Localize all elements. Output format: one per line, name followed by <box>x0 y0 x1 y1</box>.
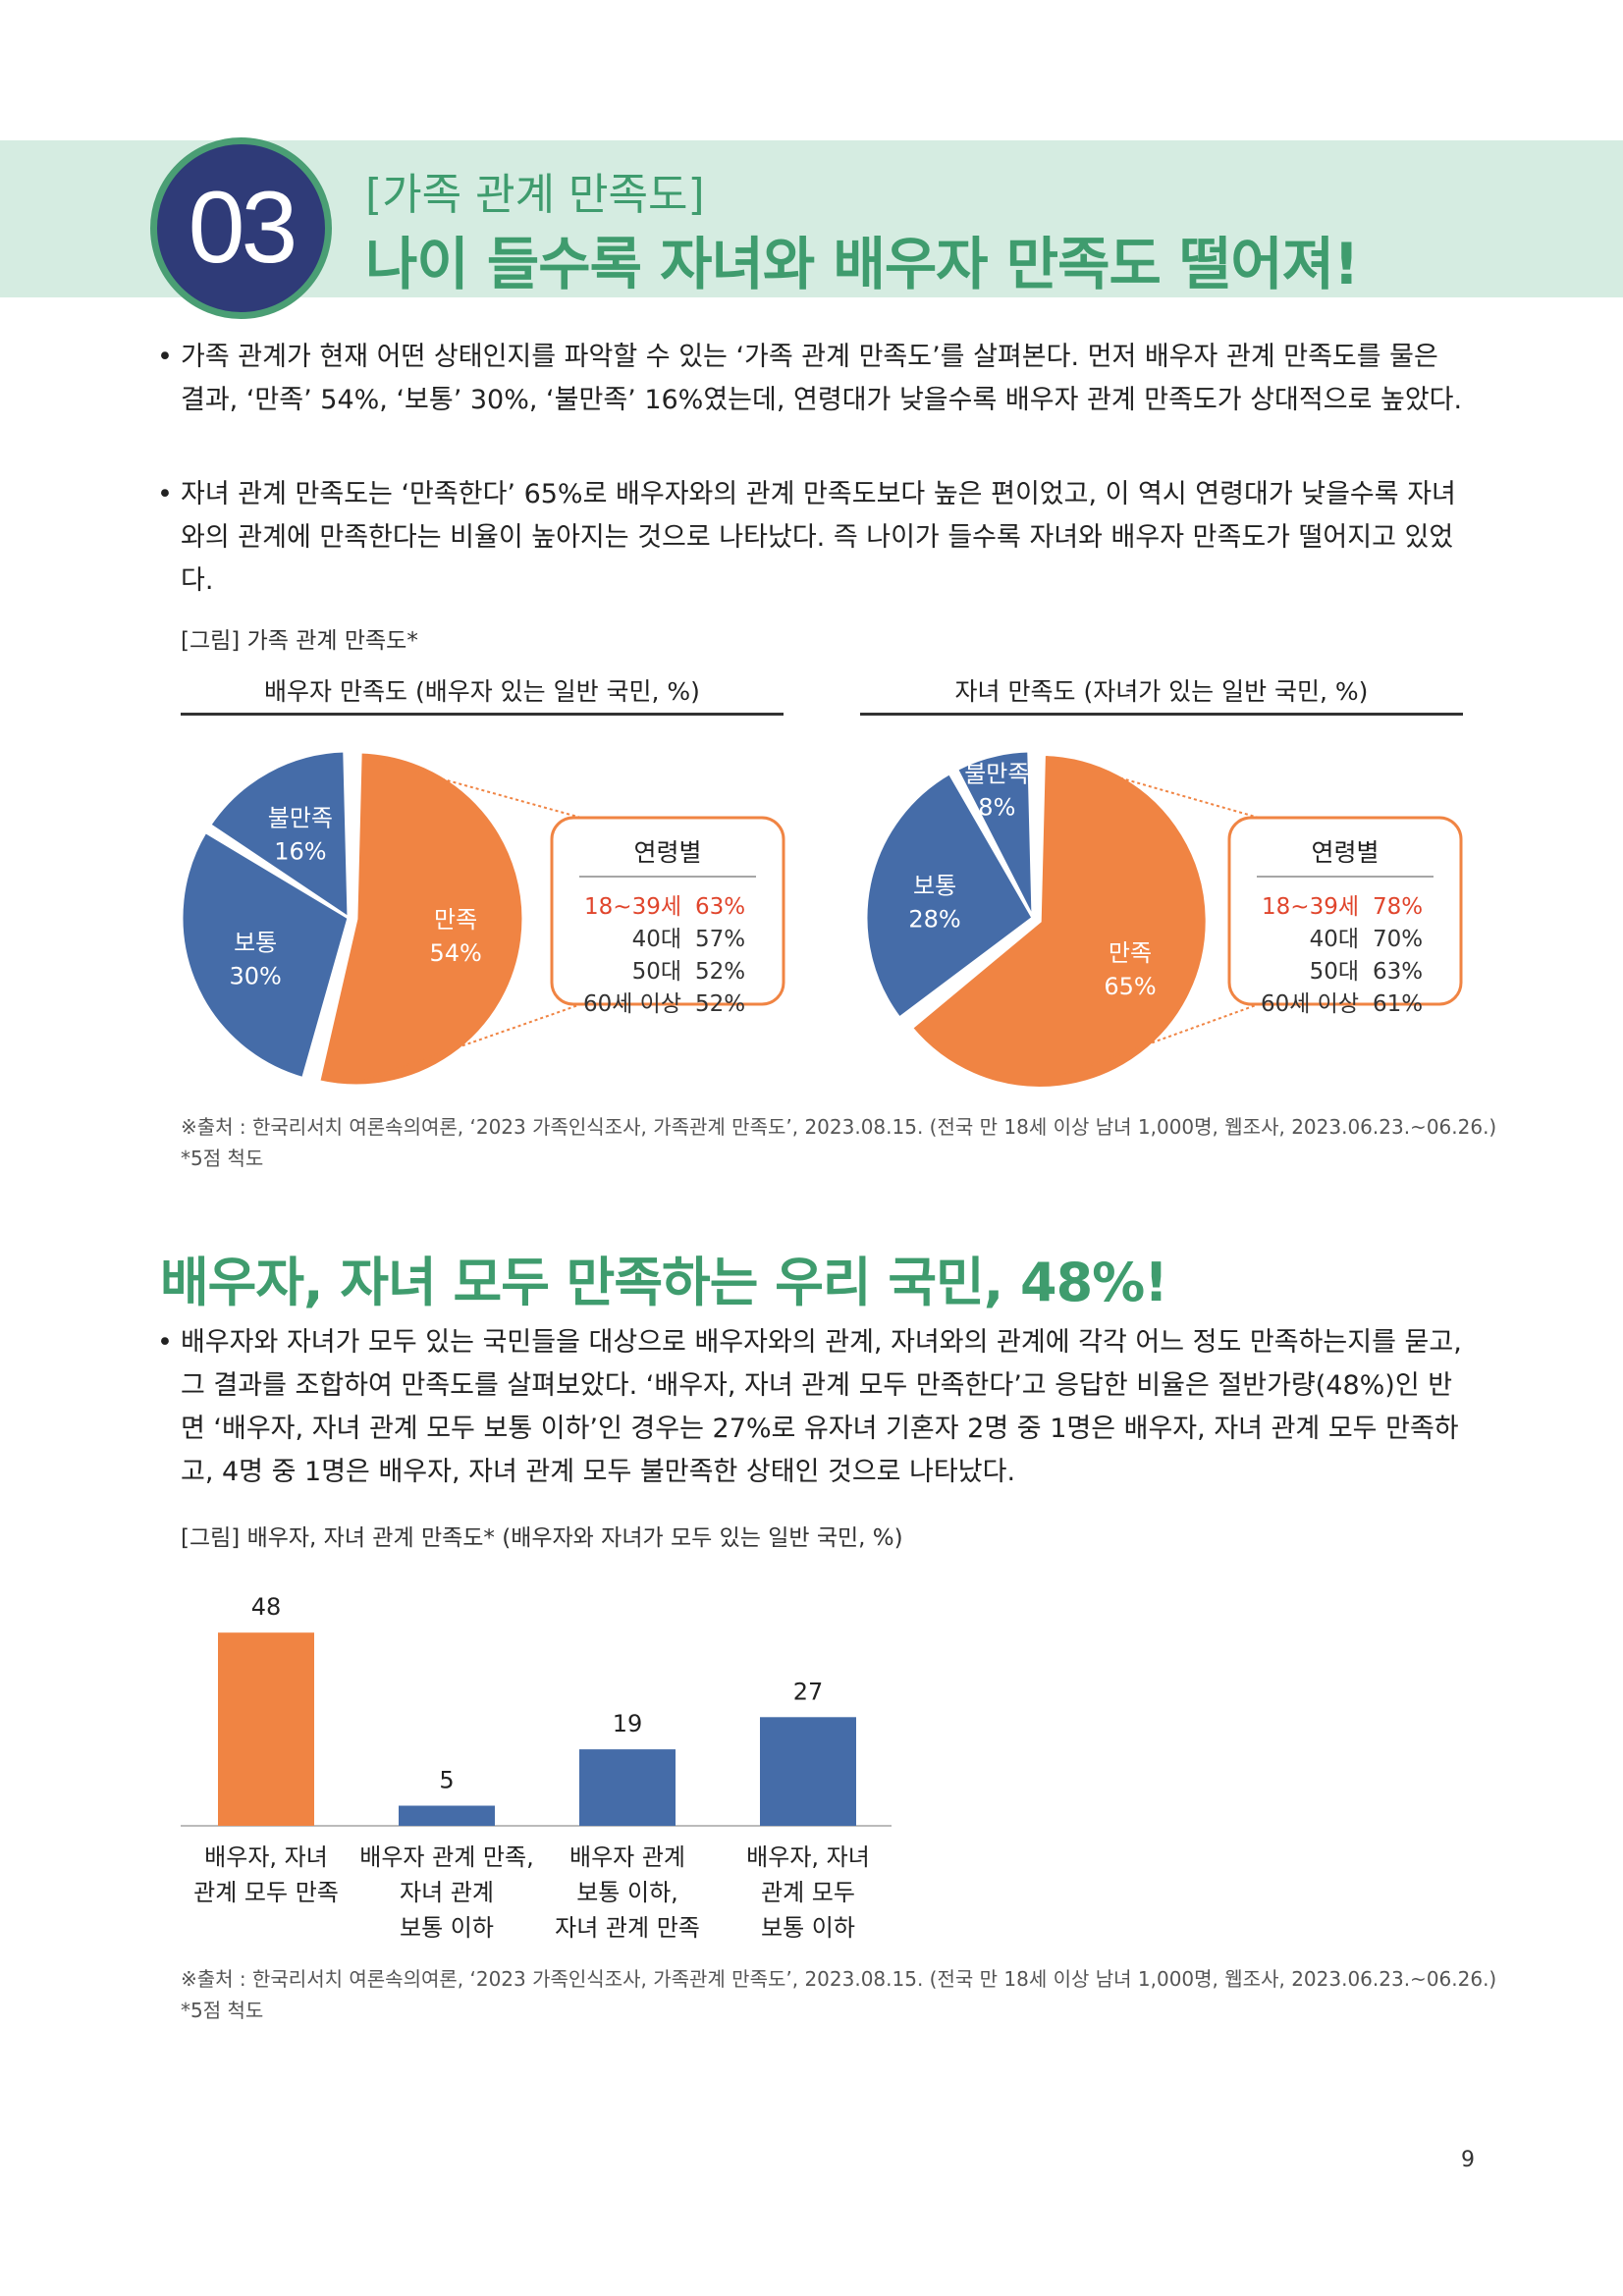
page-title: 나이 들수록 자녀와 배우자 만족도 떨어져! <box>365 231 1360 297</box>
age-label: 50대 <box>1310 959 1359 985</box>
source-line: ※출처 : 한국리서치 여론속의여론, ‘2023 가족인식조사, 가족관계 만… <box>181 1967 1497 1991</box>
bullet-paragraph-3: • 배우자와 자녀가 모두 있는 국민들을 대상으로 배우자와의 관계, 자녀와… <box>157 1321 1473 1494</box>
category-label: 보통 이하 <box>761 1914 855 1942</box>
slice-label: 불만족 <box>964 760 1029 787</box>
bullet-text: 배우자와 자녀가 모두 있는 국민들을 대상으로 배우자와의 관계, 자녀와의 … <box>181 1327 1462 1487</box>
bar-value-label: 48 <box>251 1593 282 1621</box>
age-box-title: 연령별 <box>633 838 701 867</box>
connector-line <box>361 756 582 819</box>
category-label: 자녀 관계 <box>400 1879 494 1906</box>
slice-label: 보통 <box>913 873 956 900</box>
bullet-paragraph-2: • 자녀 관계 만족도는 ‘만족한다’ 65%로 배우자와의 관계 만족도보다 … <box>157 473 1473 603</box>
source-note: ※출처 : 한국리서치 여론속의여론, ‘2023 가족인식조사, 가족관계 만… <box>181 1111 1496 1174</box>
age-value: 61% <box>1373 991 1423 1017</box>
age-label: 18~39세 <box>584 894 681 920</box>
bar-value-label: 5 <box>439 1767 454 1794</box>
section-kicker: [가족 관계 만족도] <box>365 170 705 220</box>
age-label: 18~39세 <box>1262 894 1359 920</box>
section-number: 03 <box>188 171 298 285</box>
bar <box>218 1632 314 1826</box>
figure-caption: [그림] 배우자, 자녀 관계 만족도* (배우자와 자녀가 모두 있는 일반 … <box>181 1525 903 1551</box>
pie-subtitle-children: 자녀 만족도 (자녀가 있는 일반 국민, %) <box>954 677 1369 706</box>
bar <box>399 1805 495 1826</box>
bar <box>579 1749 676 1826</box>
slice-value: 8% <box>978 793 1015 821</box>
bullet-dot: • <box>157 479 173 509</box>
age-value: 78% <box>1373 894 1423 920</box>
bar-value-label: 19 <box>613 1710 643 1737</box>
slice-label: 불만족 <box>268 805 333 832</box>
slice-label: 보통 <box>234 930 277 957</box>
age-value: 52% <box>695 959 745 985</box>
scale-note: *5점 척도 <box>181 1999 264 2022</box>
category-label: 보통 이하, <box>576 1879 678 1906</box>
category-label: 배우자 관계 <box>569 1843 685 1871</box>
connector-line <box>1046 756 1260 819</box>
category-label: 관계 모두 만족 <box>193 1879 339 1906</box>
slice-value: 30% <box>229 963 281 990</box>
age-value: 57% <box>695 927 745 952</box>
pie-subtitle-spouse: 배우자 만족도 (배우자 있는 일반 국민, %) <box>264 677 700 706</box>
age-value: 63% <box>1373 959 1423 985</box>
category-label: 배우자 관계 만족, <box>359 1843 533 1871</box>
pie-slice <box>954 749 1035 919</box>
bar <box>760 1717 856 1826</box>
slice-value: 65% <box>1104 973 1156 1000</box>
bar-value-label: 27 <box>793 1678 824 1705</box>
age-label: 60세 이상 <box>583 991 681 1017</box>
slice-value: 16% <box>274 838 326 866</box>
category-label: 관계 모두 <box>761 1879 855 1906</box>
age-value: 63% <box>695 894 745 920</box>
figure-caption: [그림] 가족 관계 만족도* <box>181 628 418 654</box>
slice-value: 28% <box>908 906 960 934</box>
scale-note: *5점 척도 <box>181 1147 264 1170</box>
age-value: 70% <box>1373 927 1423 952</box>
bullet-paragraph-1: • 가족 관계가 현재 어떤 상태인지를 파악할 수 있는 ‘가족 관계 만족도… <box>157 336 1473 465</box>
age-breakdown-box <box>1227 816 1463 1006</box>
page-number: 9 <box>1461 2148 1475 2172</box>
age-label: 40대 <box>1310 927 1359 952</box>
pie-chart-spouse: 만족 54% 보통 30% 불만족 16% 연령별 18~39세 63% 40대 57% 50대 52%… <box>180 749 785 1088</box>
pie-slice <box>316 750 525 1088</box>
age-box-title: 연령별 <box>1311 838 1379 867</box>
category-label: 배우자, 자녀 <box>746 1843 870 1871</box>
age-label: 60세 이상 <box>1261 991 1359 1017</box>
category-label: 배우자, 자녀 <box>204 1843 328 1871</box>
category-label: 자녀 관계 만족 <box>555 1914 700 1942</box>
source-line: ※출처 : 한국리서치 여론속의여론, ‘2023 가족인식조사, 가족관계 만… <box>181 1115 1497 1139</box>
subtitle-rule <box>181 713 784 716</box>
section-heading: 배우자, 자녀 모두 만족하는 우리 국민, 48%! <box>160 1252 1168 1313</box>
pie-chart-children: 만족 65% 보통 28% 불만족 8% 연령별 18~39세 78% 40대 70% 50대 63% 6… <box>864 749 1463 1090</box>
pie-slice <box>864 771 1035 1021</box>
bullet-dot: • <box>157 1327 173 1358</box>
source-note: ※출처 : 한국리서치 여론속의여론, ‘2023 가족인식조사, 가족관계 만… <box>181 1963 1496 2026</box>
age-breakdown-box <box>550 816 785 1006</box>
bullet-text: 가족 관계가 현재 어떤 상태인지를 파악할 수 있는 ‘가족 관계 만족도’를… <box>181 342 1463 415</box>
age-label: 50대 <box>632 959 681 985</box>
subtitle-rule <box>860 713 1463 716</box>
bullet-text: 자녀 관계 만족도는 ‘만족한다’ 65%로 배우자와의 관계 만족도보다 높은… <box>181 479 1456 596</box>
age-label: 40대 <box>632 927 681 952</box>
category-label: 보통 이하 <box>400 1914 494 1942</box>
pie-slice <box>909 753 1209 1090</box>
pie-slice <box>180 829 351 1081</box>
bullet-dot: • <box>157 342 173 372</box>
age-value: 52% <box>695 991 745 1017</box>
connector-line <box>1046 1003 1260 1082</box>
slice-label: 만족 <box>434 906 477 934</box>
slice-label: 만족 <box>1109 939 1152 967</box>
section-number-badge: 03 <box>150 137 332 319</box>
pie-slice <box>207 749 351 921</box>
slice-value: 54% <box>429 939 481 967</box>
